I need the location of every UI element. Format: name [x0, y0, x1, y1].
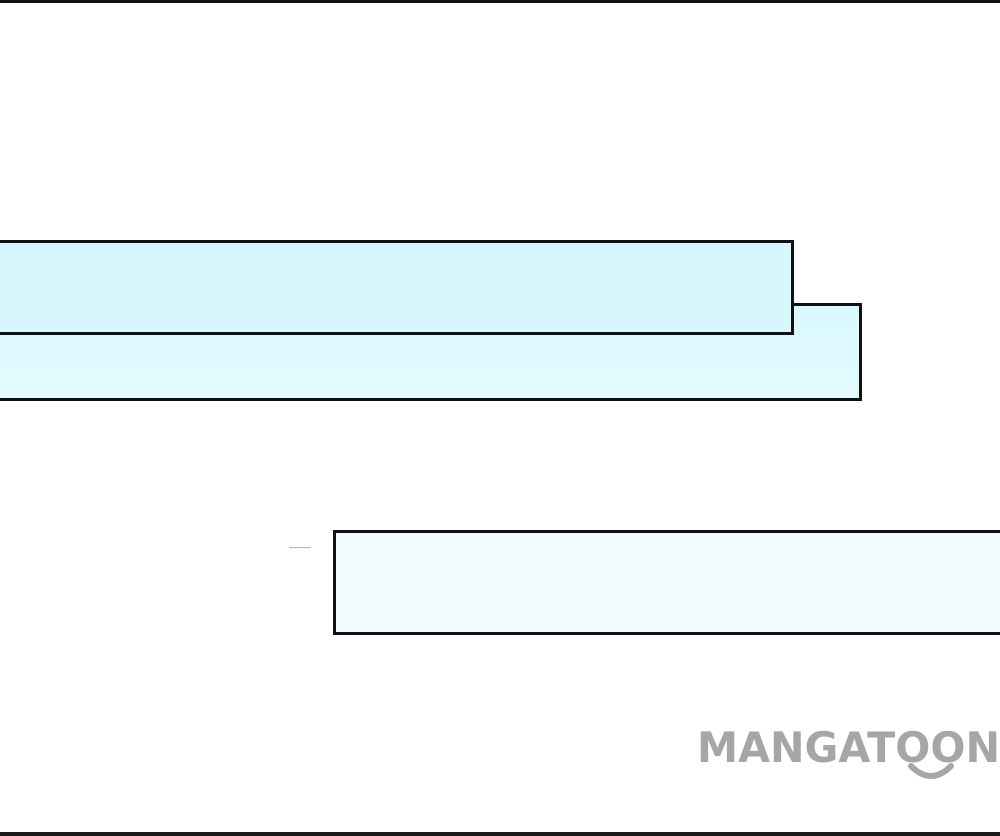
panel-top-border: [0, 0, 1000, 3]
mangatoon-logo-icon: MANGATOON: [697, 723, 1000, 779]
watermark-text: MANGATOON: [697, 723, 1000, 772]
panel-bottom-border: [0, 832, 1000, 836]
caption-speck: [289, 547, 311, 548]
caption-box-upper: [0, 240, 794, 548]
watermark-smile-icon: [908, 763, 954, 779]
mangatoon-watermark: MANGATOON: [697, 722, 1000, 790]
caption-box-lower: [333, 530, 1000, 635]
